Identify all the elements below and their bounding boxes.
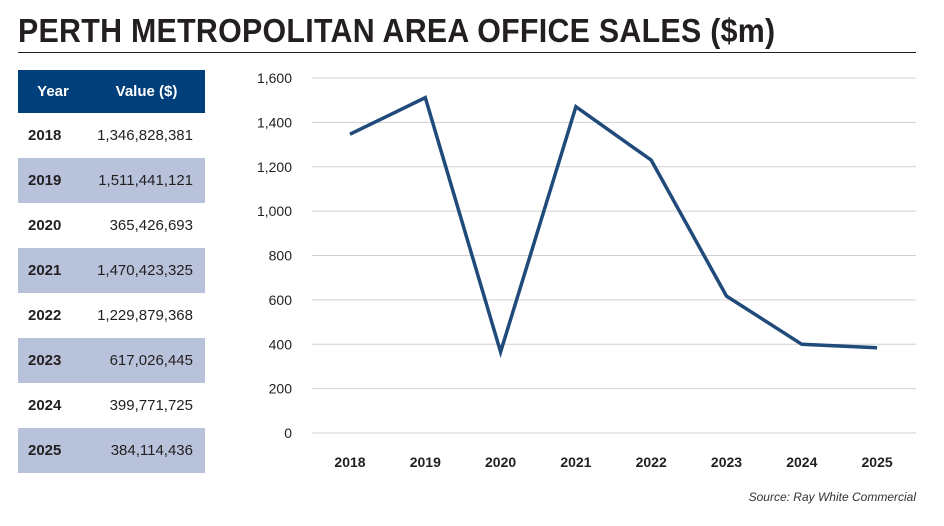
year-cell: 2022 [28,307,62,324]
value-cell: 384,114,436 [88,428,205,473]
source-note: Source: Ray White Commercial [748,490,916,504]
table-row: 2023 617,026,445 [18,338,205,383]
y-tick-label: 1,400 [257,114,292,130]
y-tick-label: 0 [284,425,292,441]
value-cell: 617,026,445 [88,338,205,383]
x-tick-label: 2018 [334,454,365,470]
x-tick-label: 2023 [711,454,742,470]
y-tick-label: 600 [269,292,293,308]
table-row: 2021 1,470,423,325 [18,248,205,293]
value-cell: 399,771,725 [109,397,193,414]
y-tick-label: 800 [269,248,293,264]
table-row: 2018 1,346,828,381 [18,113,205,158]
table-row: 2019 1,511,441,121 [18,158,205,203]
data-table: Year Value ($) 2018 1,346,828,381 2019 1,51… [18,70,205,473]
y-tick-label: 1,200 [257,159,292,175]
y-tick-label: 400 [269,336,293,352]
table-row: 2025 384,114,436 [18,428,205,473]
table-header: Year Value ($) [18,70,205,113]
year-cell: 2024 [28,397,62,414]
value-cell: 1,346,828,381 [97,127,193,144]
value-cell: 1,470,423,325 [88,248,205,293]
year-cell: 2025 [18,428,88,473]
year-cell: 2021 [18,248,88,293]
table-row: 2020 365,426,693 [18,203,205,248]
value-cell: 1,511,441,121 [88,158,205,203]
x-tick-label: 2022 [636,454,667,470]
year-cell: 2019 [18,158,88,203]
chart-title: PERTH METROPOLITAN AREA OFFICE SALES ($m… [18,12,776,49]
header-value: Value ($) [88,70,205,113]
table-row: 2022 1,229,879,368 [18,293,205,338]
y-tick-label: 1,600 [257,70,292,86]
x-tick-label: 2019 [410,454,441,470]
year-cell: 2018 [28,127,62,144]
header-year: Year [18,70,88,113]
year-cell: 2020 [28,217,62,234]
table-row: 2024 399,771,725 [18,383,205,428]
value-cell: 1,229,879,368 [97,307,193,324]
y-tick-label: 1,000 [257,203,292,219]
y-tick-label: 200 [269,381,293,397]
year-cell: 2023 [18,338,88,383]
x-tick-label: 2024 [786,454,817,470]
title-rule [18,52,916,53]
series-line [349,95,878,358]
x-tick-label: 2020 [485,454,516,470]
x-tick-label: 2025 [862,454,893,470]
x-tick-label: 2021 [560,454,591,470]
value-cell: 365,426,693 [109,217,193,234]
